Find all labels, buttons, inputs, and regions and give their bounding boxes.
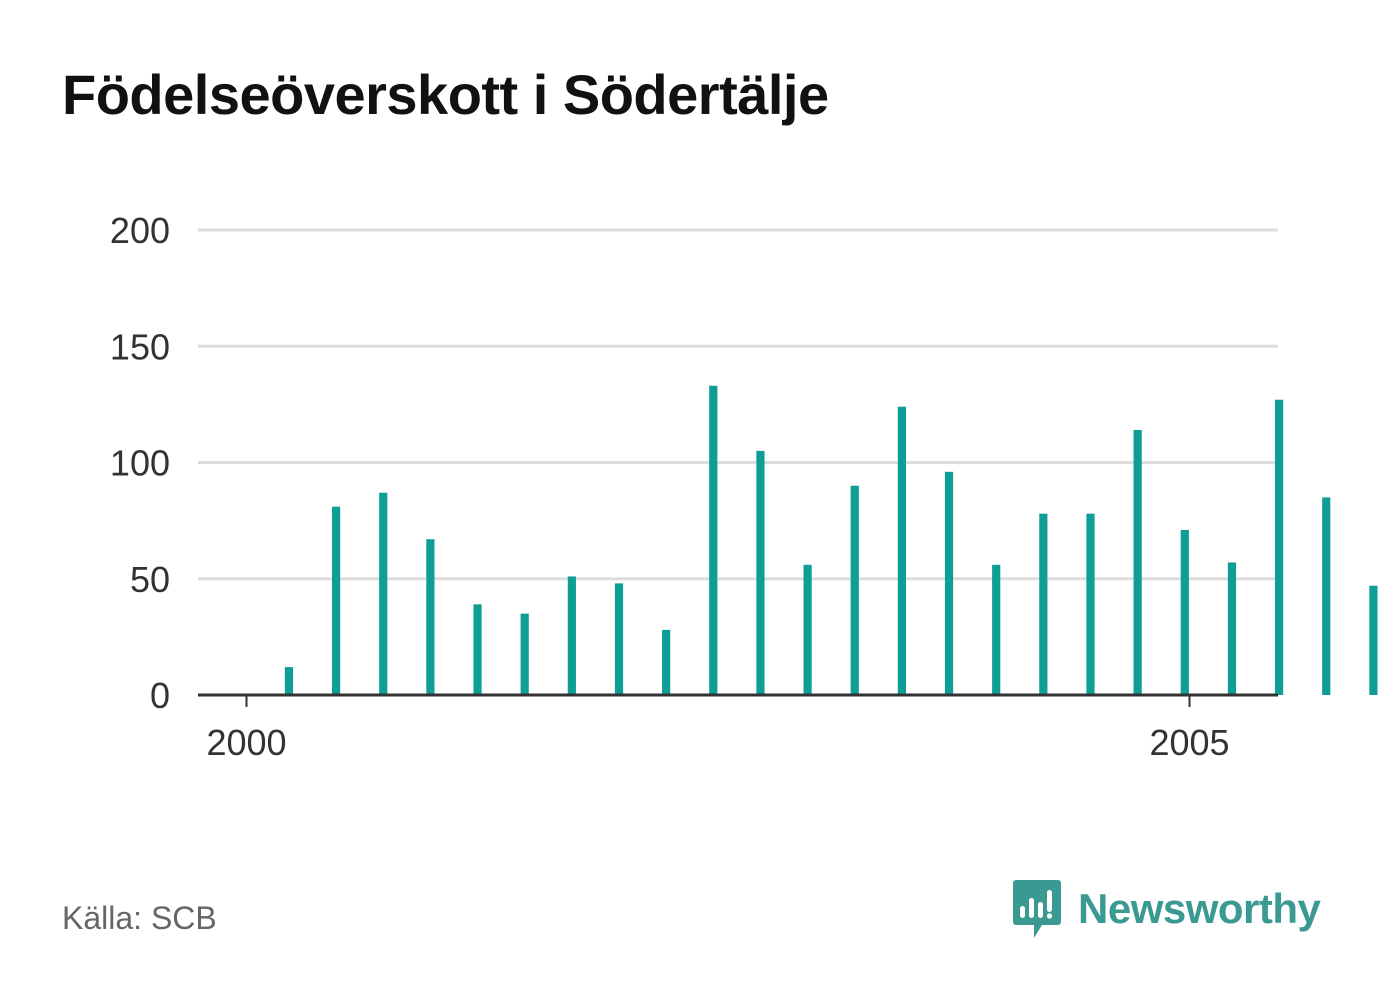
bar-2005.75 (1322, 497, 1331, 696)
x-tick-label-2005: 2005 (1149, 722, 1229, 763)
y-tick-label-0: 0 (150, 675, 170, 716)
bar-2005.25 (1227, 562, 1237, 695)
x-axis-labels: 200020052010201520202025 (206, 722, 1229, 763)
bar-2004.5 (1086, 513, 1095, 695)
brand-name: Newsworthy (1078, 885, 1321, 932)
newsworthy-logo-icon (1013, 880, 1061, 938)
bar-2001.25 (473, 604, 482, 695)
bar-2001.75 (567, 576, 576, 695)
bar-2001 (426, 539, 435, 695)
bar-2003.5 (897, 406, 906, 695)
bar-2006 (1369, 585, 1378, 695)
y-tick-label-200: 200 (110, 210, 170, 251)
bar-2000.25 (284, 667, 294, 695)
bar-2002.75 (756, 450, 765, 696)
chart-title: Födelseöverskott i Södertälje (62, 63, 829, 126)
bar-2000.75 (379, 492, 388, 695)
bar-2000.5 (332, 506, 341, 695)
y-tick-label-50: 50 (130, 559, 170, 600)
y-tick-label-150: 150 (110, 326, 170, 367)
bar-2004.25 (1039, 513, 1048, 695)
bar-2004.75 (1133, 429, 1142, 695)
y-tick-label-100: 100 (110, 443, 170, 484)
bars (284, 385, 1378, 696)
bar-2002.5 (709, 385, 718, 695)
x-tick-label-2000: 2000 (206, 722, 286, 763)
bar-2005 (1180, 529, 1189, 695)
bar-2003.25 (850, 485, 859, 695)
y-axis-labels: 0 50 100 150 200 (110, 210, 170, 716)
bar-2003 (803, 564, 812, 695)
x-axis (198, 693, 1278, 707)
bar-2002 (614, 583, 624, 695)
source-note: Källa: SCB (62, 900, 217, 936)
bar-2005.5 (1275, 399, 1284, 695)
bar-2004 (992, 564, 1001, 695)
brand-logo[interactable]: Newsworthy (1012, 878, 1321, 940)
bar-2001.5 (520, 613, 529, 696)
bar-2003.75 (944, 471, 954, 695)
gridlines (198, 228, 1278, 581)
bar-2002.25 (662, 629, 671, 695)
